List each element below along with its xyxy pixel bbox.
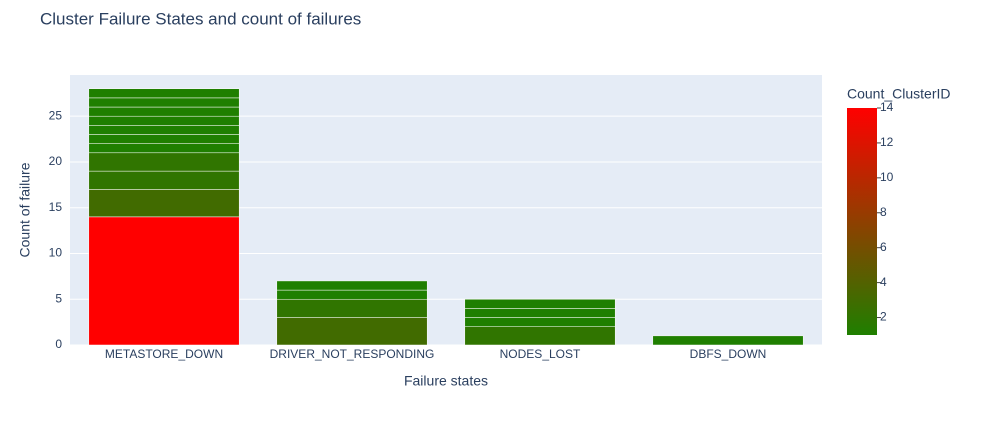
bar-segment (88, 134, 240, 144)
colorbar-tick-label: 14 (880, 100, 894, 114)
bar-segment (88, 106, 240, 117)
bar-segment (88, 97, 240, 108)
bar-segment (464, 326, 616, 346)
bar-segment (88, 152, 240, 172)
y-tick-label: 0 (55, 337, 62, 351)
bar-segment (464, 308, 616, 318)
bar-segment (88, 125, 240, 135)
x-tick-label: DRIVER_NOT_RESPONDING (270, 347, 435, 361)
bar-segment (88, 216, 240, 346)
y-tick-label: 5 (55, 291, 62, 305)
chart-title: Cluster Failure States and count of fail… (40, 9, 361, 28)
bar-segment (88, 88, 240, 99)
x-tick-label: NODES_LOST (500, 347, 581, 361)
colorbar-tick-label: 8 (880, 205, 887, 219)
y-tick-label: 25 (49, 108, 63, 122)
colorbar-tick-label: 2 (880, 310, 887, 324)
bar-segment (276, 317, 428, 346)
y-tick-label: 20 (49, 154, 63, 168)
colorbar-tick-label: 12 (880, 135, 894, 149)
x-axis-title: Failure states (404, 373, 488, 389)
bar-segment (276, 280, 428, 291)
colorbar-title: Count_ClusterID (847, 86, 951, 102)
bar-segment (464, 317, 616, 327)
bar-segment (652, 335, 804, 346)
y-tick-label: 10 (49, 246, 63, 260)
y-tick-label: 15 (49, 200, 63, 214)
bar-segment (88, 189, 240, 218)
y-axis-title: Count of failure (17, 162, 33, 257)
colorbar-tick-label: 10 (880, 170, 894, 184)
colorbar-tick-label: 4 (880, 275, 887, 289)
x-tick-label: METASTORE_DOWN (105, 347, 223, 361)
bar-segment (88, 170, 240, 190)
bar-segment (276, 298, 428, 318)
x-tick-label: DBFS_DOWN (690, 347, 767, 361)
colorbar (847, 108, 877, 335)
colorbar-tick-label: 6 (880, 240, 887, 254)
bar-segment (88, 143, 240, 154)
bar-segment (464, 298, 616, 309)
bar-segment (276, 289, 428, 300)
bar-segment (88, 115, 240, 126)
